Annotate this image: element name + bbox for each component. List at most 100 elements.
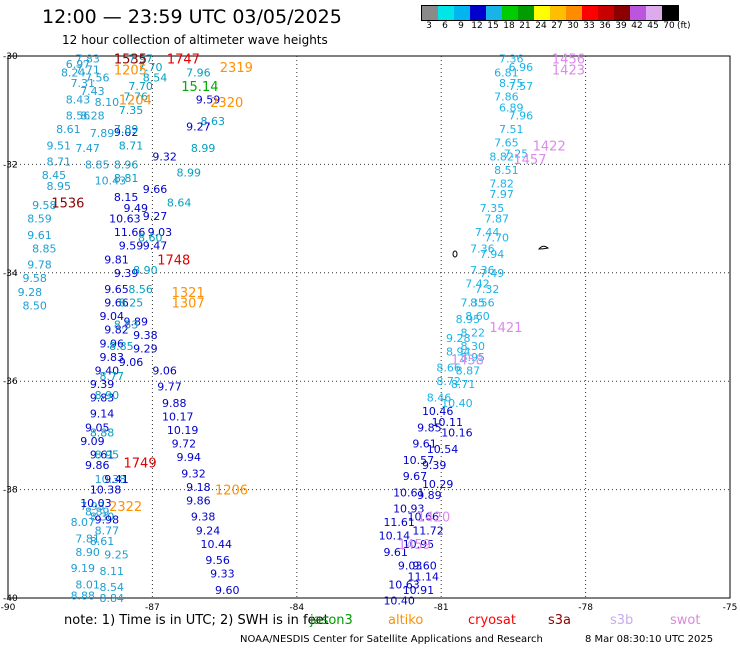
wave-height-value: 8.95 [47,180,72,193]
wave-height-value: 7.94 [480,248,505,261]
x-tick-label: -87 [145,603,160,613]
x-tick-label: -84 [289,603,304,613]
wave-height-value: 8.56 [470,297,495,310]
wave-height-value: 8.01 [75,578,100,591]
wave-height-value: 9.27 [186,120,211,133]
wave-height-value: 9.24 [196,524,221,537]
wave-height-value: 9.85 [417,421,442,434]
wave-height-value: 10.40 [441,397,473,410]
y-tick-label: -36 [3,377,18,387]
wave-height-value: 6.89 [499,101,523,114]
wave-height-value: 7.86 [494,91,519,104]
wave-height-value: 9.78 [27,259,52,272]
color-scale-label: 18 [503,21,515,31]
wave-height-value: 8.45 [42,169,66,182]
color-swatch [662,6,678,20]
wave-height-value: 7.89 [90,127,115,140]
color-swatch [550,6,566,20]
wave-height-value: 8.59 [27,213,52,226]
wave-height-value: 9.83 [99,351,124,364]
wave-height-value: 7.47 [75,142,100,155]
wave-height-value: 8.30 [460,340,485,353]
wave-height-value: 7.96 [509,110,534,123]
pass-time-label: 1204 [119,93,152,108]
wave-height-value: 10.19 [167,424,199,437]
wave-height-value: 8.53 [114,318,139,331]
wave-height-value: 8.81 [114,172,139,185]
wave-height-value: 9.03 [148,226,173,239]
wave-height-value: 8.87 [456,364,481,377]
wave-height-value: 10.43 [95,175,127,188]
wave-height-value: 9.39 [114,267,139,280]
wave-height-value: 7.57 [509,80,534,93]
wave-height-value: 7.97 [128,53,153,66]
color-scale-label: 36 [599,21,611,31]
wave-height-value: 7.36 [470,242,495,255]
wave-height-value: 7.70 [128,80,153,93]
wave-height-value: 7.43 [80,85,105,98]
color-scale-label: 45 [647,21,659,31]
wave-height-value: 8.84 [99,592,124,605]
wave-height-value: 10.40 [383,595,415,608]
wave-height-value: 9.40 [95,364,120,377]
wave-height-value: 8.88 [71,589,96,602]
wave-height-value: 9.56 [205,554,230,567]
wave-height-value: 11.72 [412,524,444,537]
wave-height-value: 11.61 [383,516,415,529]
wave-height-value: 8.43 [66,93,91,106]
wave-height-value: 9.39 [422,459,447,472]
wave-height-value: 8.72 [436,375,461,388]
map-frame [7,55,731,599]
wave-height-value: 8.95 [95,448,120,461]
wave-height-value: 9.67 [403,470,428,483]
pass-time-label: 1206 [215,484,248,499]
wave-height-value: 10.29 [422,478,454,491]
pass-time-label: 1421 [489,321,522,336]
wave-height-value: 10.66 [408,511,440,524]
color-swatch [486,6,502,20]
wave-height-value: 9.25 [104,549,128,562]
wave-height-value: 9.28 [446,332,471,345]
pass-time-label: 1536 [51,196,84,211]
wave-height-value: 9.59 [119,240,144,253]
wave-height-value: 8.63 [201,115,226,128]
wave-height-color-scale [421,5,679,21]
wave-height-value: 8.25 [119,297,144,310]
wave-height-value: 10.03 [80,497,112,510]
wave-height-value: 8.90 [95,389,120,402]
wave-height-value: 8.51 [494,164,519,177]
wave-height-value: 9.60 [215,584,240,597]
pass-time-label: 2320 [210,96,243,111]
wave-height-value: 9.33 [210,568,235,581]
wave-height-value: 8.66 [436,362,461,375]
wave-height-value: 10.91 [403,584,435,597]
wave-height-value: 7.97 [489,188,514,201]
color-swatch [454,6,470,20]
color-swatch [534,6,550,20]
wave-height-value: 9.06 [152,364,177,377]
wave-height-value: 8.07 [71,516,96,529]
wave-height-value: 8.99 [191,142,216,155]
wave-height-value: 8.15 [114,191,139,204]
color-swatch [582,6,598,20]
wave-height-value: 9.89 [124,316,148,329]
wave-height-value: 10.16 [441,427,473,440]
wave-height-value: 8.64 [167,196,192,209]
wave-height-value: 8.54 [143,72,168,85]
wave-height-value: 9.05 [85,421,110,434]
wave-height-value: 8.77 [99,370,124,383]
wave-height-value: 7.49 [480,267,505,280]
wave-height-value: 8.61 [90,535,115,548]
wave-height-value: 9.02 [114,126,139,139]
legend-item-cryosat: cryosat [468,613,516,628]
wave-height-value: 9.66 [104,297,128,310]
wave-height-value: 9.61 [412,438,437,451]
y-tick-label: -34 [3,269,18,279]
legend-item-swot: swot [670,613,701,628]
wave-height-value: 9.65 [104,283,128,296]
wave-height-value: 9.18 [186,481,211,494]
wave-height-value: 9.58 [32,199,57,212]
island-marker [452,250,458,258]
wave-height-value: 8.71 [119,139,144,152]
